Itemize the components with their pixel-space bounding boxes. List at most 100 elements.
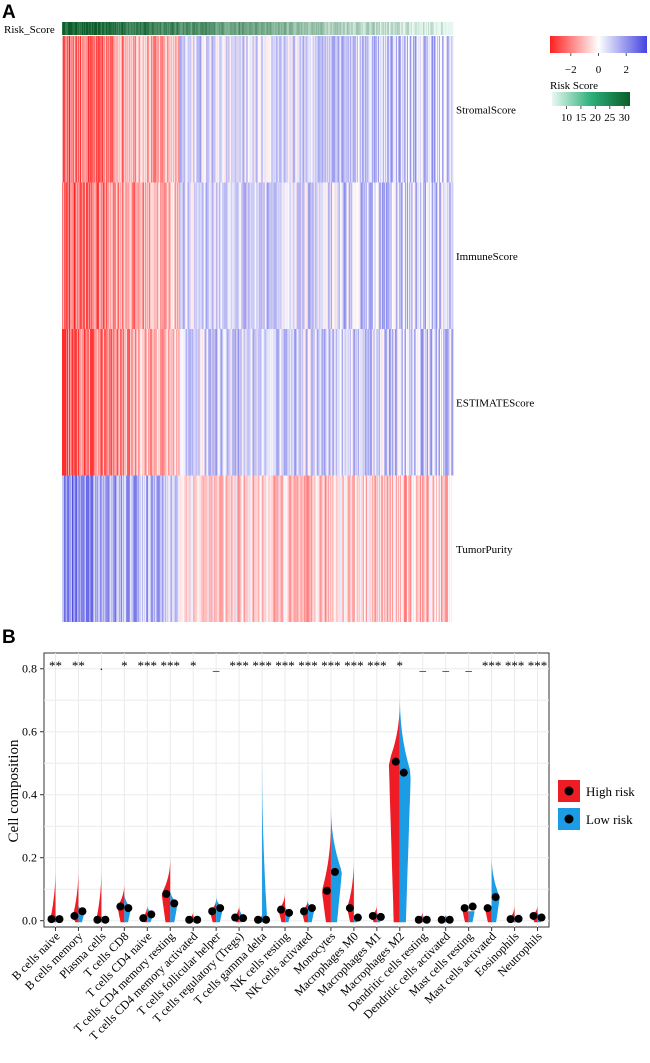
risk-legend-tick: 20	[590, 112, 602, 124]
gridlines	[44, 653, 549, 927]
median-point-high-risk	[529, 911, 538, 920]
significance-label: ***	[528, 658, 548, 673]
significance-label: ***	[229, 658, 249, 673]
significance-label: **	[49, 658, 62, 673]
median-point-low-risk	[422, 915, 431, 924]
violin-legend: High risk Low risk	[558, 780, 635, 830]
median-point-low-risk	[216, 904, 225, 913]
median-point-low-risk	[101, 915, 110, 924]
median-point-high-risk	[460, 904, 469, 913]
panel-b-label: B	[2, 627, 16, 648]
legend-label: Low risk	[586, 812, 633, 827]
plot-panel	[43, 652, 550, 928]
median-point-high-risk	[414, 915, 423, 924]
risk-legend-tick: 25	[604, 112, 616, 124]
violin-half	[491, 854, 500, 923]
y-tick-label: 0.4	[22, 788, 37, 802]
median-point-high-risk	[116, 902, 125, 911]
risk-color-bar	[552, 92, 630, 106]
y-axis: 0.0 0.2 0.4 0.6 0.8	[22, 662, 44, 928]
median-point-low-risk	[376, 912, 385, 921]
median-point-low-risk	[193, 915, 202, 924]
score-legend-tick: 2	[623, 64, 629, 76]
significance-label: _	[464, 658, 472, 673]
significance-label: ***	[138, 658, 158, 673]
y-axis-title: Cell composition	[6, 739, 22, 842]
y-tick-label: 0.0	[22, 914, 37, 928]
heatmap-row-label: ImmuneScore	[456, 251, 518, 263]
significance-label: ***	[344, 658, 364, 673]
heatmap-row-label: ESTIMATEScore	[456, 397, 534, 409]
violin-half	[262, 747, 267, 923]
violin-plot: 0.00.20.40.60.8 ** **. * *** *** * _ *** *** *** **…	[9, 652, 550, 1043]
risk-legend-title: Risk Score	[550, 80, 598, 92]
median-point-high-risk	[47, 915, 56, 924]
median-point-high-risk	[139, 914, 148, 923]
median-point-high-risk	[162, 889, 171, 898]
legend-key-point	[564, 814, 574, 824]
heatmap-row	[62, 329, 454, 476]
median-point-high-risk	[368, 911, 377, 920]
median-point-high-risk	[506, 915, 515, 924]
heatmap-row	[62, 475, 454, 622]
median-point-high-risk	[185, 915, 194, 924]
significance-label: ***	[298, 658, 318, 673]
heatmap-row-label: StromalScore	[456, 104, 516, 116]
significance-label: ***	[161, 658, 181, 673]
significance-label: *	[397, 658, 404, 673]
median-point-low-risk	[514, 914, 523, 923]
median-point-low-risk	[445, 915, 454, 924]
risk-legend-tick: 10	[561, 112, 573, 124]
significance-label: _	[441, 658, 449, 673]
median-point-low-risk	[537, 913, 546, 922]
significance-label: _	[212, 658, 220, 673]
median-point-low-risk	[78, 907, 87, 916]
median-point-low-risk	[262, 915, 271, 924]
y-tick-label: 0.2	[22, 851, 37, 865]
median-point-high-risk	[437, 915, 446, 924]
median-point-high-risk	[391, 757, 400, 766]
legend-label: High risk	[586, 784, 635, 799]
risk-score-annotation-label: Risk_Score	[4, 24, 55, 36]
heatmap	[62, 22, 454, 622]
risk-legend-tick: 15	[575, 112, 587, 124]
score-legend-tick: 0	[596, 64, 602, 76]
violin-half	[72, 867, 79, 923]
median-point-low-risk	[330, 867, 339, 876]
y-tick-label: 0.6	[22, 725, 37, 739]
significance-label: *	[190, 658, 197, 673]
heatmap-row-label: TumorPurity	[456, 544, 513, 556]
median-point-low-risk	[399, 768, 408, 777]
significance-label: ***	[367, 658, 387, 673]
median-points	[47, 757, 546, 924]
median-point-high-risk	[322, 886, 331, 895]
significance-label: ***	[321, 658, 341, 673]
risk-score-annotation-bar	[62, 22, 454, 35]
violin-half	[399, 693, 411, 923]
violin-half	[468, 911, 475, 923]
significance-label: .	[100, 658, 103, 673]
median-point-low-risk	[468, 902, 477, 911]
violin-half	[96, 867, 102, 923]
median-point-high-risk	[277, 905, 286, 914]
median-point-low-risk	[491, 893, 500, 902]
significance-label: ***	[275, 658, 295, 673]
significance-labels: ** **. * *** *** * _ *** *** *** *** *** *** *** * _ _ _ *…	[49, 658, 547, 673]
significance-label: ***	[505, 658, 525, 673]
median-point-high-risk	[93, 915, 102, 924]
score-color-bar	[550, 36, 647, 53]
median-point-high-risk	[299, 907, 308, 916]
significance-label: **	[72, 658, 85, 673]
median-point-low-risk	[307, 904, 316, 913]
score-legend-tick: −2	[565, 64, 577, 76]
heatmap-row	[62, 36, 454, 183]
significance-label: _	[419, 658, 427, 673]
violin-half	[322, 819, 331, 923]
significance-label: ***	[482, 658, 502, 673]
median-point-high-risk	[483, 904, 492, 913]
heatmap-row-labels: StromalScore ImmuneScore ESTIMATEScore Tumo…	[456, 104, 534, 556]
median-point-low-risk	[124, 904, 133, 913]
heatmap-row	[62, 182, 454, 329]
median-point-high-risk	[208, 907, 217, 916]
